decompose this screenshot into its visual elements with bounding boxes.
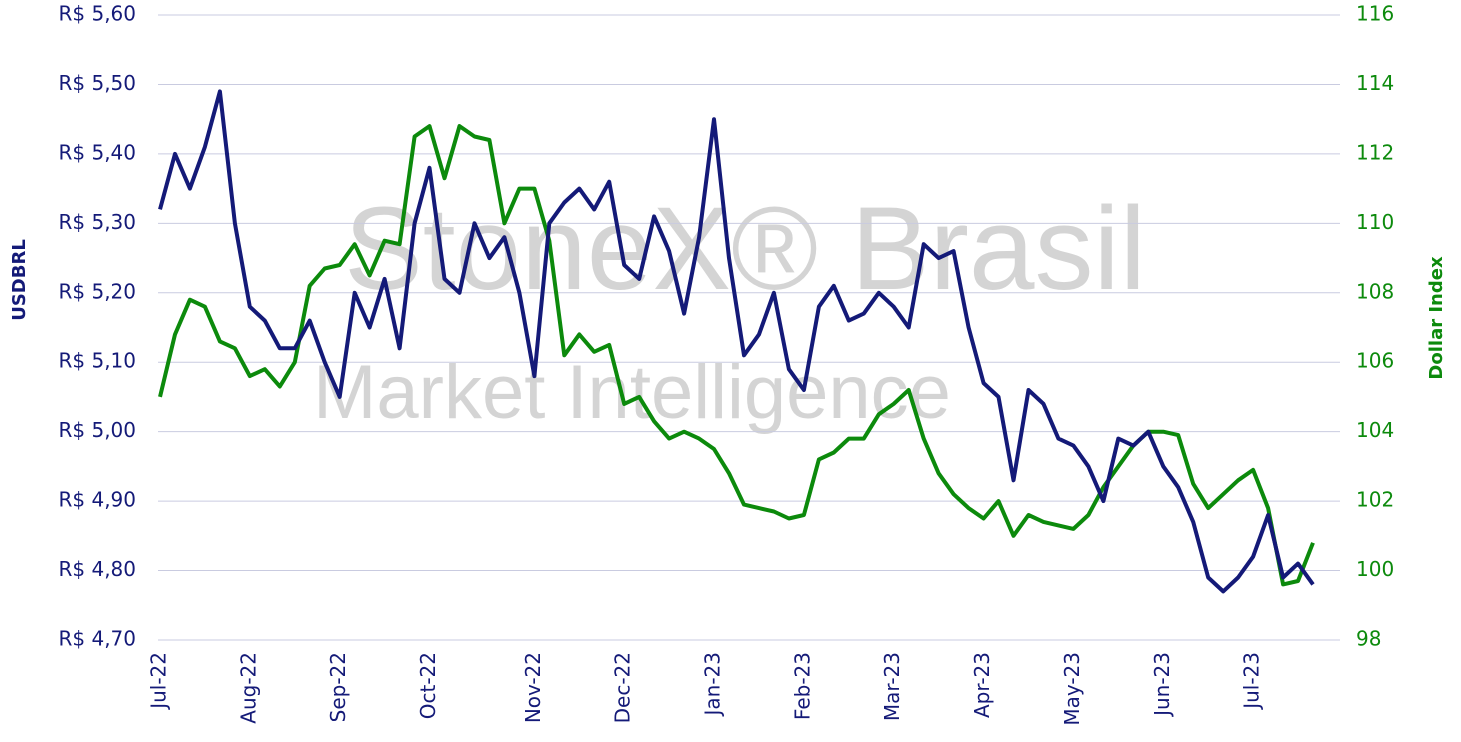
y2-tick-label: 112 xyxy=(1356,140,1394,164)
x-tick-label: May-23 xyxy=(1060,652,1084,726)
y2-tick-label: 106 xyxy=(1356,349,1394,373)
series-line xyxy=(158,89,1315,594)
x-tick-label: Feb-23 xyxy=(790,652,814,720)
y-tick-label: R$ 5,20 xyxy=(58,279,136,303)
x-tick-label: Jun-23 xyxy=(1150,652,1174,718)
y2-tick-label: 104 xyxy=(1356,418,1394,442)
y2-tick-label: 114 xyxy=(1356,71,1394,95)
y-tick-label: R$ 5,10 xyxy=(58,349,136,373)
y-tick-label: R$ 4,90 xyxy=(58,488,136,512)
watermark: Market Intelligence xyxy=(313,350,951,435)
y-tick-label: R$ 5,60 xyxy=(58,2,136,26)
y2-tick-label: 98 xyxy=(1356,627,1381,651)
x-tick-label: Jul-23 xyxy=(1240,652,1264,711)
y2-tick-label: 110 xyxy=(1356,210,1394,234)
y2-tick-label: 100 xyxy=(1356,557,1394,581)
y-tick-label: R$ 5,40 xyxy=(58,140,136,164)
x-tick-label: Mar-23 xyxy=(880,652,904,721)
series-line xyxy=(158,124,1315,587)
y-tick-label: R$ 4,80 xyxy=(58,557,136,581)
y-axis-title: USDBRL xyxy=(9,239,30,321)
y2-axis-title: Dollar Index xyxy=(1426,256,1447,380)
y-tick-label: R$ 4,70 xyxy=(58,627,136,651)
y2-tick-label: 108 xyxy=(1356,279,1394,303)
y2-tick-label: 102 xyxy=(1356,488,1394,512)
x-tick-label: Aug-22 xyxy=(236,652,260,724)
x-tick-label: Oct-22 xyxy=(416,652,440,719)
x-tick-label: Dec-22 xyxy=(611,652,635,723)
x-tick-label: Jul-22 xyxy=(147,652,171,711)
watermark: StoneX® Brasil xyxy=(344,183,1146,315)
x-tick-label: Apr-23 xyxy=(970,652,994,718)
x-tick-label: Nov-22 xyxy=(521,652,545,723)
x-tick-label: Sep-22 xyxy=(326,652,350,722)
y-tick-label: R$ 5,00 xyxy=(58,418,136,442)
y2-tick-label: 116 xyxy=(1356,2,1394,26)
x-tick-label: Jan-23 xyxy=(701,652,725,718)
y-tick-label: R$ 5,50 xyxy=(58,71,136,95)
y-tick-label: R$ 5,30 xyxy=(58,210,136,234)
